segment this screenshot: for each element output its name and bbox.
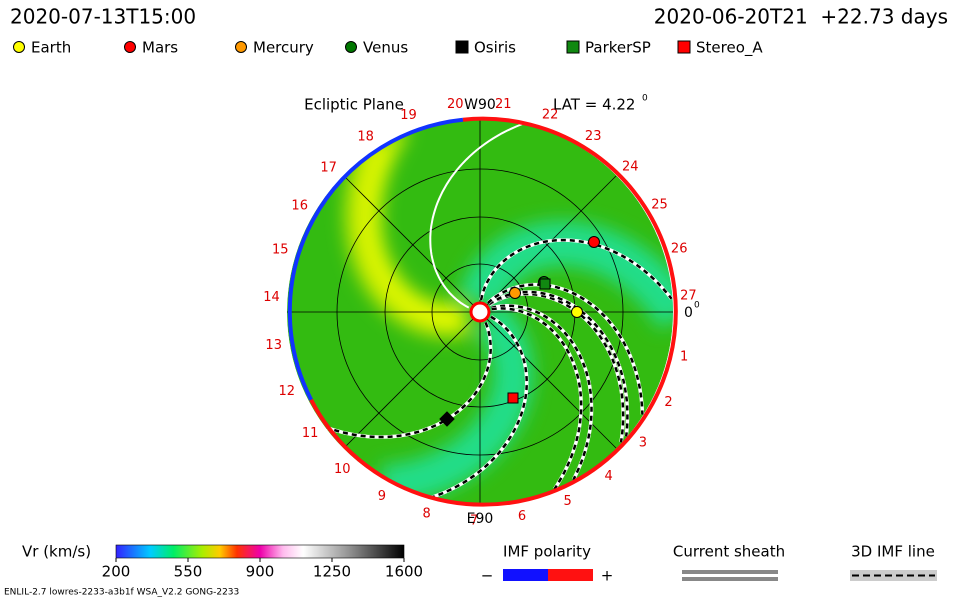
run-info: 2020-06-20T21 +22.73 days (654, 5, 948, 29)
imf-line (491, 304, 593, 481)
carrington-label: 13 (265, 338, 282, 353)
carrington-label: 6 (518, 509, 526, 524)
planet-marker (571, 306, 583, 318)
carrington-label: 14 (263, 290, 280, 305)
legend-label: Osiris (474, 39, 516, 57)
legend-swatch (345, 41, 357, 53)
legend-label: ParkerSP (585, 39, 651, 57)
carrington-label: 4 (605, 469, 613, 484)
imf-line (430, 315, 528, 499)
colorbar-tick-label: 550 (174, 563, 203, 581)
fast-wind-band (368, 126, 467, 323)
lat-unit: 0 (642, 94, 648, 104)
polarity-negative (287, 117, 464, 401)
imf-plus: + (601, 567, 614, 585)
carrington-label: 5 (564, 494, 572, 509)
legend-label: Earth (31, 39, 71, 57)
legend: Earth Mars Mercury Venus Osiris ParkerSP Stere… (13, 39, 763, 58)
top-label: W90 (464, 97, 496, 113)
slow-wind-band (380, 302, 534, 505)
sun (469, 301, 491, 323)
imf-polarity-title: IMF polarity (503, 543, 591, 561)
spacecraft-marker (507, 392, 519, 404)
carrington-label: 9 (378, 489, 386, 504)
colorbar-tick-label: 900 (246, 563, 275, 581)
carrington-label: 27 (680, 289, 697, 304)
colorbar-tick-label: 200 (102, 563, 131, 581)
plot-title: Ecliptic Plane (304, 96, 404, 114)
timestamp: 2020-07-13T15:00 (10, 5, 196, 29)
legend-label: Venus (363, 39, 408, 57)
legend-swatch (677, 40, 691, 54)
imf-line (491, 307, 583, 490)
carrington-label: 8 (422, 507, 430, 522)
legend-label: Mars (142, 39, 178, 57)
imf-line-title: 3D IMF line (851, 543, 935, 561)
imf-positive-swatch (548, 569, 593, 581)
carrington-label: 17 (320, 160, 337, 175)
colorbar-tick-label: 1250 (313, 563, 351, 581)
legend-label: Mercury (253, 39, 314, 57)
carrington-label: 18 (357, 130, 374, 145)
carrington-label: 10 (334, 462, 351, 477)
carrington-label: 21 (495, 97, 512, 112)
carrington-label: 11 (302, 426, 319, 441)
current-sheath (429, 121, 527, 309)
imf-negative-swatch (503, 569, 548, 581)
legend-label: Stereo_A (696, 39, 763, 58)
polarity-positive (309, 116, 678, 507)
carrington-label: 7 (470, 513, 478, 528)
spacecraft-marker (439, 411, 455, 427)
planet-marker (509, 287, 521, 299)
carrington-label: 26 (671, 241, 688, 256)
lat-label: LAT = 4.22 (553, 96, 635, 114)
right-unit: 0 (694, 301, 700, 311)
carrington-label: 2 (664, 395, 672, 410)
legend-swatch (455, 40, 469, 54)
carrington-label: 1 (680, 349, 688, 364)
carrington-label: 19 (400, 108, 417, 123)
carrington-label: 22 (542, 108, 559, 123)
carrington-label: 12 (279, 384, 296, 399)
carrington-label: 25 (651, 198, 668, 213)
carrington-label: 20 (447, 97, 464, 112)
imf-line (479, 238, 673, 301)
right-label: 0 (684, 305, 693, 321)
bottom-label: E90 (467, 511, 494, 527)
imf-line (326, 322, 492, 439)
legend-swatch (566, 40, 580, 54)
carrington-label: 15 (272, 243, 289, 258)
colorbar-tick-label: 1600 (385, 563, 423, 581)
footer: ENLIL-2.7 lowres-2233-a3b1f WSA_V2.2 GON… (4, 588, 239, 598)
legend-swatch (124, 41, 136, 53)
imf-minus: − (481, 567, 494, 585)
carrington-label: 3 (639, 436, 647, 451)
carrington-label: 23 (585, 129, 602, 144)
imf-line-bg (850, 570, 937, 581)
colorbar (115, 544, 405, 559)
colorbar-title: Vr (km/s) (22, 543, 91, 561)
legend-swatch (13, 41, 25, 53)
legend-swatch (235, 41, 247, 53)
carrington-label: 24 (622, 159, 639, 174)
current-sheath-title: Current sheath (673, 543, 785, 561)
planet-marker (588, 236, 600, 248)
spacecraft-marker (539, 278, 551, 290)
carrington-label: 16 (291, 199, 308, 214)
